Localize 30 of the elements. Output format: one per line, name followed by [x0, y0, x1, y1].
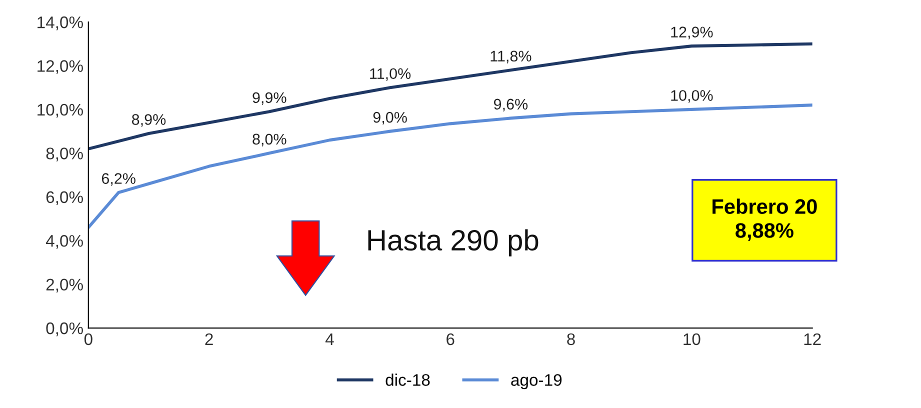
annotation: Febrero 20 8,88%: [712, 198, 817, 241]
x-tick-label: 4: [325, 334, 334, 345]
y-tick-label: 12,0%: [38, 60, 83, 74]
x-tick-label: 8: [567, 333, 575, 346]
y-tick-label: 4,0%: [46, 235, 83, 249]
data-label: 11,8%: [490, 50, 532, 64]
y-tick-label: 0,0%: [46, 322, 83, 336]
y-tick-label: 10,0%: [38, 104, 83, 118]
data-label: 9,6%: [494, 98, 528, 112]
x-tick-label: 2: [205, 333, 213, 345]
x-tick-label: 12: [804, 333, 821, 345]
data-label: 9,9%: [252, 92, 286, 105]
x-tick-label: 10: [684, 333, 700, 346]
y-tick-label: 8,0%: [46, 148, 83, 162]
data-label: 10,0%: [671, 90, 713, 103]
y-tick-label: 14,0%: [38, 16, 83, 30]
legend-label: dic-18: [386, 374, 430, 386]
x-tick-label: 6: [446, 333, 454, 346]
annotation: Hasta 290 pb: [368, 229, 538, 256]
data-label: 8,9%: [132, 114, 166, 127]
data-label: 12,9%: [671, 26, 713, 40]
data-label: 6,2%: [102, 173, 136, 186]
data-label: 11,0%: [370, 68, 411, 81]
data-label: 9,0%: [373, 112, 407, 125]
legend-label: ago-19: [511, 374, 562, 390]
y-tick-label: 6,0%: [46, 191, 83, 206]
x-tick-label: 0: [84, 333, 92, 346]
data-label: 8,0%: [252, 134, 286, 146]
y-tick-label: 2,0%: [46, 278, 83, 292]
line-series: [88, 42, 812, 150]
